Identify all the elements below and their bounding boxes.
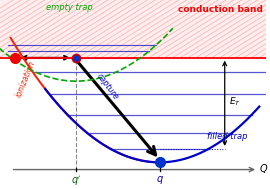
- Text: $q$: $q$: [156, 174, 163, 186]
- Text: conduction band: conduction band: [178, 5, 263, 13]
- Text: capture: capture: [94, 72, 120, 101]
- Text: filled trap: filled trap: [207, 132, 248, 141]
- Text: $q'$: $q'$: [70, 174, 81, 188]
- Text: $E_T$: $E_T$: [229, 96, 241, 108]
- Text: ionization: ionization: [15, 60, 38, 99]
- Text: $Q$: $Q$: [259, 162, 269, 175]
- Text: empty trap: empty trap: [46, 3, 93, 12]
- Bar: [0, 0, 266, 58]
